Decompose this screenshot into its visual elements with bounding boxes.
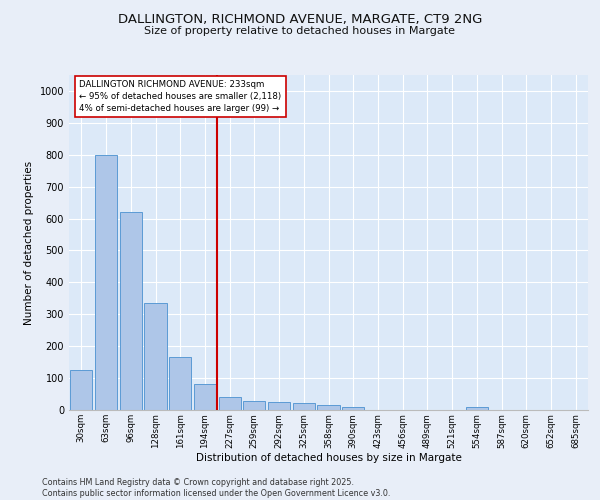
Bar bbox=[145, 303, 167, 410]
Bar bbox=[218, 397, 241, 410]
Bar bbox=[169, 358, 191, 410]
X-axis label: Distribution of detached houses by size in Margate: Distribution of detached houses by size … bbox=[196, 453, 461, 463]
Text: DALLINGTON, RICHMOND AVENUE, MARGATE, CT9 2NG: DALLINGTON, RICHMOND AVENUE, MARGATE, CT… bbox=[118, 12, 482, 26]
Text: Contains HM Land Registry data © Crown copyright and database right 2025.
Contai: Contains HM Land Registry data © Crown c… bbox=[42, 478, 391, 498]
Bar bbox=[243, 402, 265, 410]
Bar bbox=[466, 408, 488, 410]
Bar bbox=[342, 408, 364, 410]
Bar bbox=[293, 403, 315, 410]
Bar bbox=[95, 155, 117, 410]
Bar bbox=[268, 402, 290, 410]
Text: Size of property relative to detached houses in Margate: Size of property relative to detached ho… bbox=[145, 26, 455, 36]
Bar bbox=[194, 384, 216, 410]
Bar bbox=[119, 212, 142, 410]
Text: DALLINGTON RICHMOND AVENUE: 233sqm
← 95% of detached houses are smaller (2,118)
: DALLINGTON RICHMOND AVENUE: 233sqm ← 95%… bbox=[79, 80, 281, 112]
Bar bbox=[70, 370, 92, 410]
Y-axis label: Number of detached properties: Number of detached properties bbox=[24, 160, 34, 324]
Bar bbox=[317, 405, 340, 410]
